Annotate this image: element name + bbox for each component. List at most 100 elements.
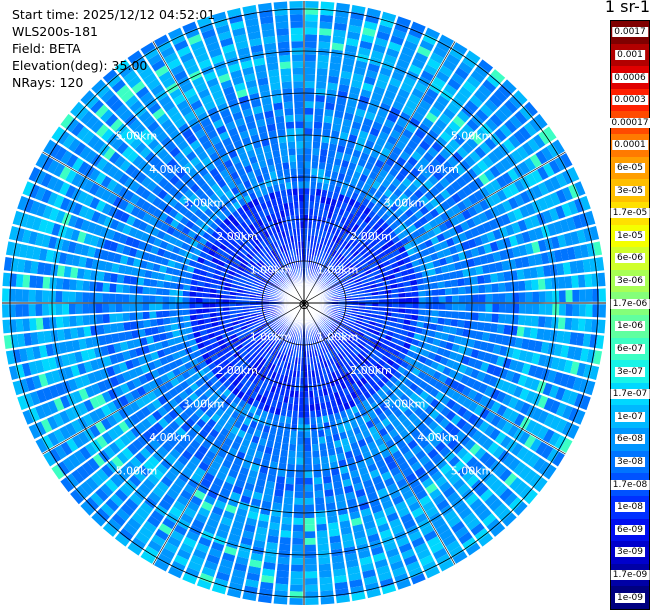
ray-gate (407, 455, 418, 467)
ray-gate (411, 444, 422, 455)
ray-gate (444, 451, 456, 463)
ray-gate (418, 411, 429, 422)
ray-gate (319, 325, 325, 332)
ray-gate (166, 488, 179, 500)
ray-gate (124, 265, 133, 275)
ray-gate (364, 382, 372, 391)
ray-gate (204, 495, 216, 506)
ray-gate (317, 429, 325, 438)
ray-gate (410, 21, 426, 33)
ray-gate (283, 94, 293, 103)
ray-gate (418, 355, 428, 364)
ray-gate (412, 483, 425, 495)
ray-gate (180, 173, 191, 184)
ray-gate (268, 251, 274, 259)
ray-gate (232, 387, 240, 396)
ray-gate (331, 42, 344, 51)
ray-gate (322, 260, 328, 268)
ray-gate (276, 239, 282, 247)
ray-gate (557, 317, 566, 330)
ray-gate (258, 339, 266, 347)
ray-gate (448, 138, 461, 151)
ray-gate (469, 150, 481, 163)
ray-gate (325, 401, 332, 409)
ray-gate (23, 393, 35, 408)
ray-gate (482, 513, 497, 527)
ray-gate (160, 373, 170, 384)
ray-gate (364, 373, 372, 382)
ray-gate (22, 289, 29, 302)
ray-gate (222, 459, 233, 469)
ray-gate (80, 219, 91, 232)
ray-gate (80, 244, 90, 256)
ray-gate (305, 564, 317, 572)
ray-gate (555, 402, 567, 417)
ray-gate (412, 178, 423, 189)
ray-gate (120, 128, 133, 141)
ray-gate (191, 472, 203, 484)
ray-gate (396, 478, 408, 489)
ray-gate (285, 281, 291, 288)
ray-gate (245, 320, 253, 325)
ray-gate (334, 185, 342, 194)
ray-gate (182, 128, 194, 140)
ray-gate (304, 214, 309, 222)
ray-gate (186, 151, 197, 162)
ray-gate (368, 210, 376, 219)
ray-gate (360, 89, 372, 99)
ray-gate (15, 364, 25, 379)
ray-gate (248, 374, 256, 383)
ray-gate (2, 288, 9, 302)
ray-gate (352, 149, 362, 159)
ray-gate (241, 259, 249, 266)
ray-gate (273, 156, 282, 165)
ray-gate (304, 181, 310, 189)
ray-gate (378, 571, 393, 582)
ray-gate (427, 129, 439, 141)
ray-gate (149, 303, 156, 311)
ray-gate (349, 247, 357, 255)
ray-gate (430, 158, 442, 170)
ray-gate (87, 372, 97, 384)
ray-gate (195, 52, 210, 64)
ray-gate (152, 486, 165, 499)
ray-gate (428, 175, 439, 186)
ray-gate (351, 328, 359, 334)
ray-gate (523, 327, 532, 338)
ray-gate (152, 263, 161, 272)
ray-gate (282, 275, 288, 282)
ray-gate (392, 146, 403, 156)
ray-gate (242, 66, 255, 76)
ray-gate (283, 361, 288, 369)
ray-gate (132, 377, 142, 388)
ray-gate (321, 354, 326, 362)
ray-gate (74, 243, 84, 255)
ray-gate (453, 133, 465, 146)
ray-gate (310, 188, 316, 196)
ray-gate (394, 398, 404, 408)
ray-gate (125, 94, 139, 108)
ray-gate (291, 376, 296, 384)
ray-gate (178, 157, 190, 168)
ray-gate (408, 501, 421, 513)
ray-gate (566, 346, 576, 360)
ray-gate (311, 161, 319, 169)
ray-gate (162, 303, 170, 310)
ray-gate (304, 67, 316, 75)
ray-gate (314, 396, 320, 404)
ray-gate (391, 71, 405, 82)
ray-gate (272, 265, 278, 273)
ray-gate (304, 364, 308, 372)
ray-gate (454, 526, 469, 539)
ray-gate (309, 404, 315, 412)
ray-gate (262, 568, 275, 577)
ray-gate (317, 61, 329, 69)
ray-gate (71, 255, 81, 267)
ray-gate (357, 256, 365, 263)
ray-gate (294, 390, 299, 398)
ray-gate (439, 559, 454, 572)
ray-gate (271, 290, 278, 295)
ray-gate (385, 173, 395, 183)
ray-gate (268, 130, 277, 139)
ray-gate (194, 198, 204, 208)
